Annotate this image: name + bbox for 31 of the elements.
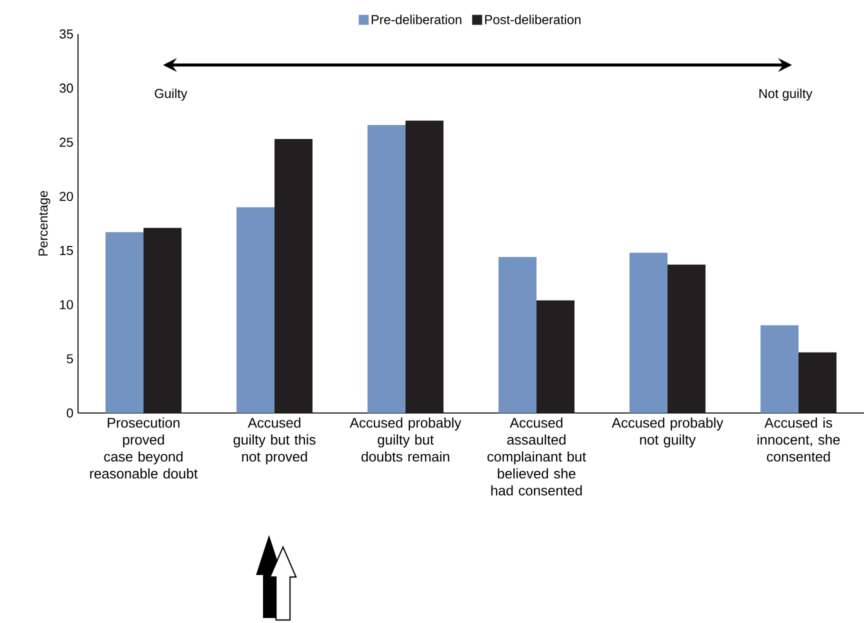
- bar: [498, 257, 537, 413]
- legend-label: Post-deliberation: [485, 14, 580, 24]
- y-axis-title: Percentage: [38, 190, 50, 256]
- y-tick-label: 35: [60, 29, 73, 39]
- y-tick-label: 5: [66, 354, 73, 364]
- bar: [668, 264, 706, 413]
- x-tick-label: Accused is innocent, she consented: [758, 418, 840, 462]
- bar: [536, 300, 575, 413]
- y-tick-label: 0: [66, 408, 73, 418]
- y-tick-label: 15: [60, 246, 73, 256]
- bar: [144, 228, 182, 413]
- bar: [760, 325, 799, 413]
- y-tick-label: 25: [60, 138, 73, 147]
- annotation: Guilty: [154, 88, 188, 101]
- x-tick-label: Prosecution proved case beyond reasonable doubt: [90, 418, 198, 479]
- bar: [274, 139, 313, 413]
- annotation: Not guilty: [759, 88, 812, 101]
- y-tick-label: 30: [60, 84, 73, 93]
- x-tick-label: Accused guilty but this not proved: [234, 418, 316, 464]
- bar: [368, 124, 406, 413]
- bar: [798, 352, 837, 413]
- bar: [406, 120, 444, 413]
- y-tick-label: 10: [60, 300, 73, 310]
- bar: [630, 252, 668, 413]
- y-tick-label: 20: [60, 192, 73, 201]
- legend-label: Pre-deliberation: [372, 14, 462, 24]
- x-tick-label: Accused probably guilty but doubts remain: [350, 418, 462, 462]
- x-tick-label: Accused assaulted complainant but believed she had consented: [487, 418, 586, 496]
- x-tick-label: Accused probably not guilty: [612, 418, 724, 448]
- bar: [236, 207, 275, 413]
- bar: [106, 232, 144, 413]
